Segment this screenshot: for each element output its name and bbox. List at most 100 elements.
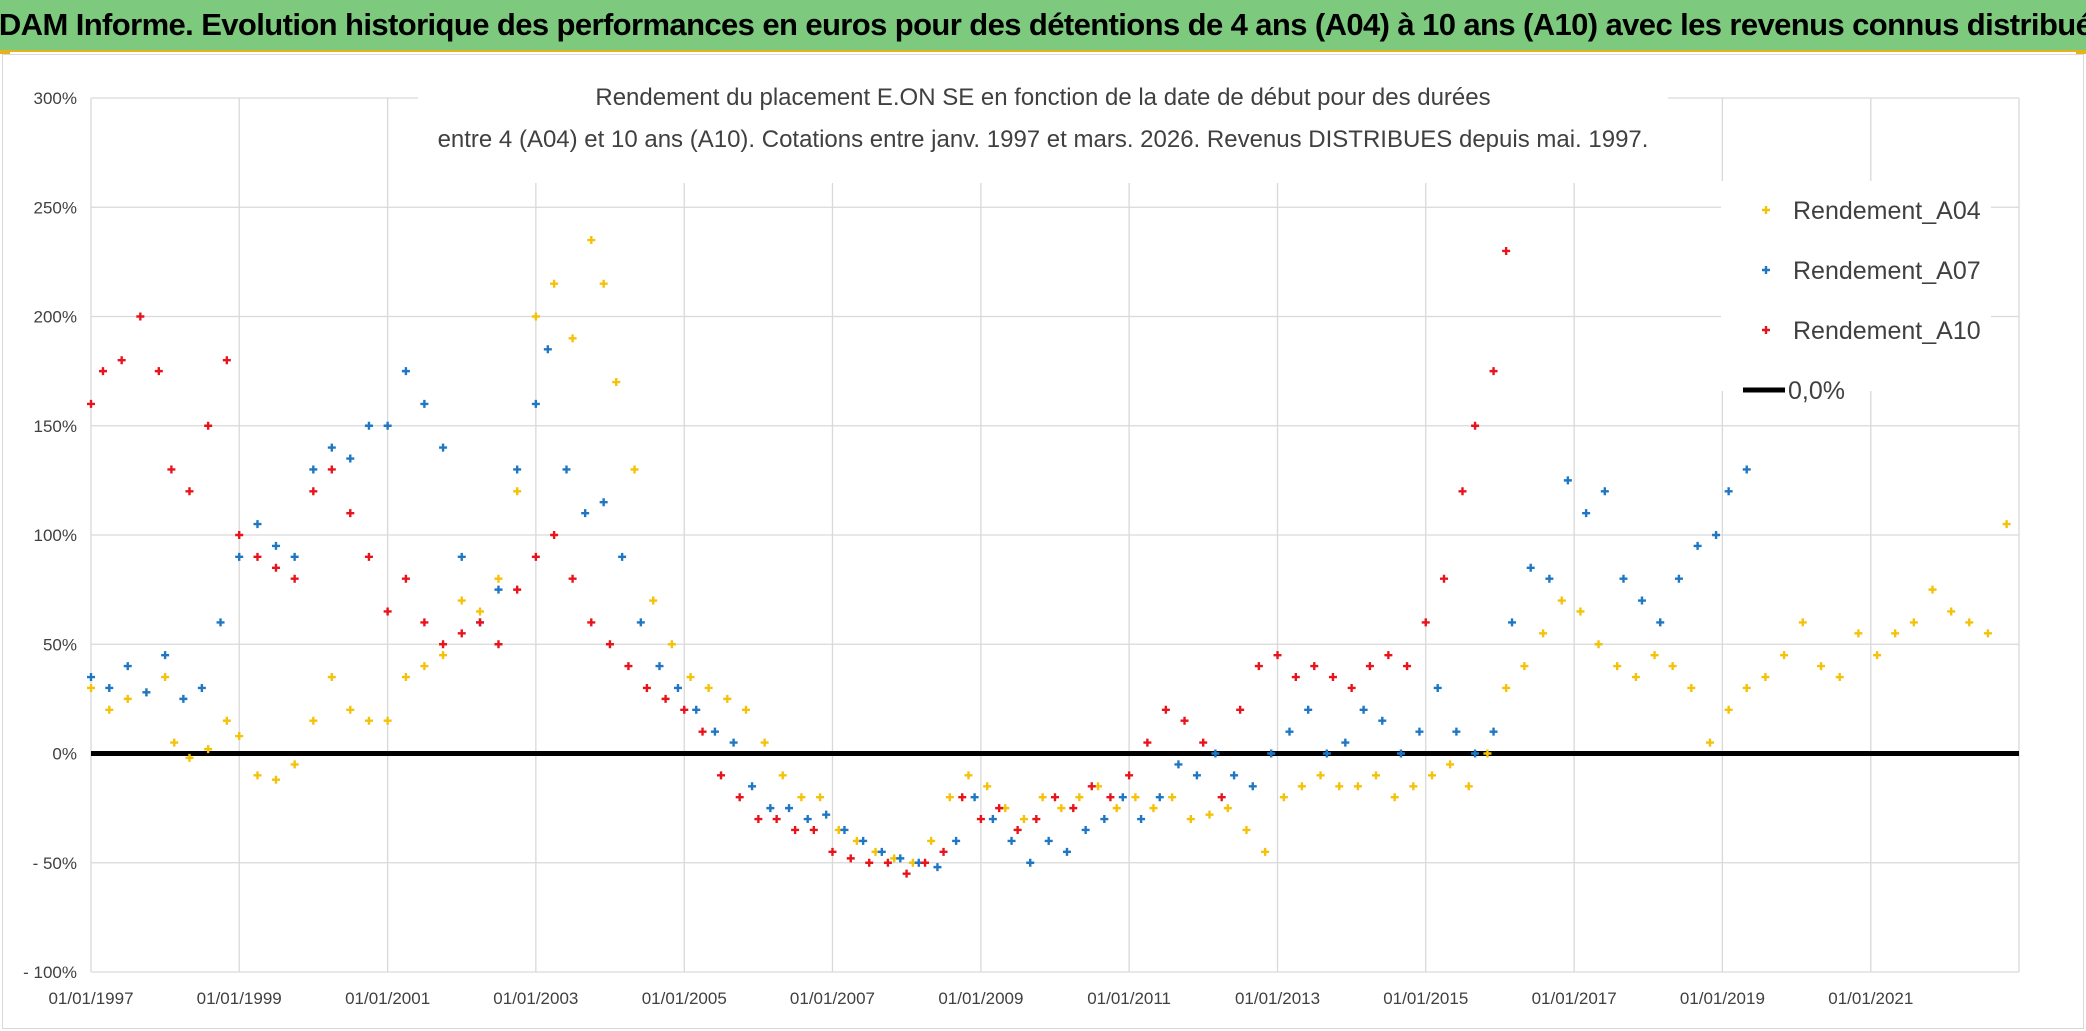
data-point-A10 [383,607,392,616]
data-point-A04 [1390,793,1399,802]
data-point-A07 [420,399,429,408]
data-point-A04 [1539,629,1548,638]
data-point-A10 [772,815,781,824]
data-point-A10 [791,825,800,834]
data-point-A04 [420,662,429,671]
data-point-A10 [1471,421,1480,430]
data-point-A04 [170,738,179,747]
data-point-A10 [204,421,213,430]
data-point-A04 [1131,793,1140,802]
data-point-A10 [1458,487,1467,496]
data-point-A07 [290,552,299,561]
data-point-A10 [624,662,633,671]
data-point-A04 [1520,662,1529,671]
data-point-A07 [179,694,188,703]
legend-label: Rendement_A07 [1793,257,1981,285]
data-point-A04 [599,279,608,288]
data-point-A10 [87,399,95,408]
data-point-A04 [1631,673,1640,682]
data-point-A07 [636,618,645,627]
data-point-A10 [222,356,231,365]
data-point-A10 [1291,673,1300,682]
data-point-A10 [98,367,107,376]
data-point-A04 [723,694,732,703]
data-point-A04 [778,771,787,780]
data-point-A10 [136,312,145,321]
data-point-A04 [964,771,973,780]
data-point-A07 [1600,487,1609,496]
data-point-A04 [630,465,639,474]
data-point-A07 [599,498,608,507]
x-tick-label: 01/01/2009 [938,989,1023,1008]
data-point-A10 [1421,618,1430,627]
x-tick-label: 01/01/2011 [1087,989,1171,1008]
x-axis-ticks: 01/01/1997 01/01/1999 01/01/2001 01/01/2003… [48,989,1913,1008]
legend-marker-A07 [1762,266,1770,274]
data-point-A04 [1687,683,1696,692]
data-point-A10 [1217,793,1226,802]
data-point-A07 [748,782,757,791]
data-point-A10 [513,585,522,594]
data-point-A10 [717,771,726,780]
data-point-A04 [927,836,936,845]
data-point-A04 [945,793,954,802]
data-point-A04 [550,279,559,288]
data-point-A07 [1007,836,1016,845]
data-point-A04 [222,716,231,725]
data-point-A07 [970,793,979,802]
x-tick-label: 01/01/2019 [1680,989,1765,1008]
report-title-banner: ADAM Informe. Evolution historique des p… [0,0,2086,52]
data-point-A07 [803,815,812,824]
data-point-A04 [105,705,114,714]
data-point-A04 [476,607,485,616]
data-point-A04 [204,745,213,754]
data-point-A07 [543,345,552,354]
data-point-A07 [1304,705,1313,714]
data-point-A10 [1384,651,1393,660]
data-point-A07 [655,662,664,671]
data-point-A04 [1483,749,1492,758]
data-point-A10 [1310,662,1319,671]
x-tick-label: 01/01/2015 [1383,989,1468,1008]
data-point-A04 [327,673,336,682]
data-point-A07 [785,804,794,813]
data-point-A07 [197,683,206,692]
data-point-A04 [816,793,825,802]
data-point-A04 [1576,607,1585,616]
y-tick-label: 200% [34,308,77,327]
data-point-A07 [1415,727,1424,736]
data-point-A04 [1557,596,1566,605]
data-point-A10 [1328,673,1337,682]
data-point-A07 [1693,541,1702,550]
data-point-A07 [1619,574,1628,583]
data-point-A07 [1359,705,1368,714]
data-point-A04 [1854,629,1863,638]
data-point-A04 [983,782,992,791]
data-point-A04 [235,732,244,741]
data-point-A07 [1508,618,1517,627]
y-tick-label: 0% [52,745,77,764]
data-point-A04 [253,771,262,780]
data-point-A10 [846,854,855,863]
data-point-A07 [1155,793,1164,802]
data-point-A07 [1452,727,1461,736]
data-point-A04 [1409,782,1418,791]
data-point-A04 [1205,810,1214,819]
data-point-A10 [1051,793,1059,802]
data-point-A07 [123,662,132,671]
data-point-A04 [1613,662,1622,671]
data-point-A04 [1761,673,1770,682]
data-point-A10 [1032,815,1041,824]
data-point-A04 [1149,804,1158,813]
data-point-A10 [1236,705,1245,714]
data-point-A07 [1742,465,1751,474]
data-point-A07 [235,552,244,561]
data-point-A10 [1087,782,1096,791]
data-point-A04 [271,775,280,784]
data-point-A10 [1199,738,1208,747]
legend-label: Rendement_A10 [1793,317,1981,345]
data-point-A07 [364,421,373,430]
data-point-A04 [1242,825,1251,834]
legend: Rendement_A04 Rendement_A07 Rendement_A10 0… [1721,181,1991,405]
data-point-A07 [1137,815,1146,824]
